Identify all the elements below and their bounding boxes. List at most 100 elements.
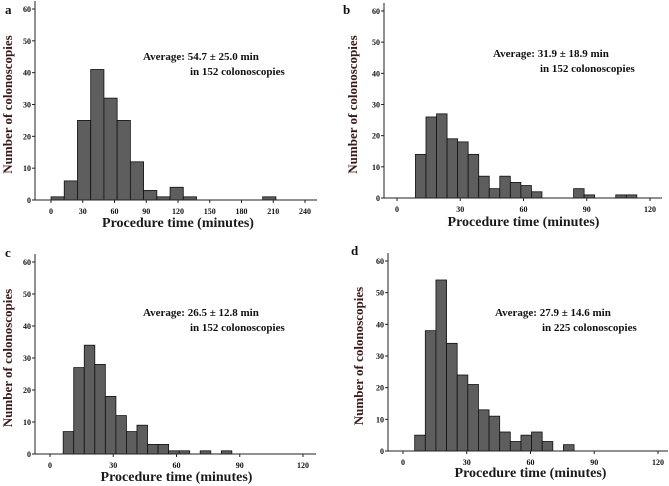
- histogram-bar: [94, 363, 106, 455]
- y-tick-label: 20: [376, 384, 384, 393]
- x-axis-label: Procedure time (minutes): [448, 215, 600, 230]
- x-axis-label: Procedure time (minutes): [102, 216, 254, 231]
- y-tick-label: 60: [23, 5, 31, 14]
- histogram-bar: [520, 434, 532, 452]
- histogram-bar: [83, 344, 96, 455]
- x-tick-label: 0: [395, 205, 399, 214]
- x-tick-label: 90: [236, 461, 244, 470]
- x-tick-label: 180: [236, 207, 248, 216]
- histogram-bar: [435, 279, 447, 452]
- y-tick-label: 0: [380, 447, 384, 456]
- x-tick-label: 150: [204, 207, 216, 216]
- x-tick-label: 90: [590, 458, 598, 467]
- histogram-bar: [143, 190, 158, 201]
- histogram-bar: [457, 141, 469, 199]
- y-tick-label: 30: [372, 101, 380, 110]
- average-annotation: Average: 54.7 ± 25.0 min: [143, 51, 259, 63]
- x-tick-label: 30: [463, 458, 471, 467]
- y-tick-label: 60: [376, 257, 384, 266]
- y-axis-label: Number of colonoscopies: [0, 35, 15, 173]
- x-tick-label: 30: [109, 461, 117, 470]
- histogram-bar: [531, 431, 543, 452]
- histogram-bar: [499, 175, 511, 199]
- y-tick-label: 50: [23, 290, 31, 299]
- x-axis-label: Procedure time (minutes): [455, 466, 607, 481]
- x-tick-label: 0: [48, 461, 52, 470]
- histogram-bar: [414, 434, 426, 452]
- histogram-bar: [90, 69, 105, 201]
- y-tick-label: 40: [23, 322, 31, 331]
- y-tick-label: 50: [376, 289, 384, 298]
- y-axis-label: Number of colonoscopies: [351, 287, 366, 425]
- histogram-bar: [509, 182, 522, 199]
- histogram-bar: [62, 431, 75, 455]
- x-tick-label: 60: [173, 461, 181, 470]
- histogram-bar: [77, 120, 92, 201]
- y-tick-label: 20: [23, 386, 31, 395]
- histogram-bar: [115, 415, 127, 455]
- histogram-bar: [499, 431, 511, 452]
- y-tick-label: 20: [372, 132, 380, 141]
- histogram-panel-a: 0 10 20 30 40 50 60 0 30 60 90 120 150 180 210 240 Proce…: [0, 1, 317, 231]
- histogram-bar: [467, 384, 479, 452]
- y-tick-label: 30: [23, 354, 31, 363]
- histogram-panel-c: 0 10 20 30 40 50 60 0 30 60 90 120 Procedure time (m…: [0, 245, 316, 485]
- y-tick-label: 10: [23, 164, 31, 173]
- y-tick-label: 40: [372, 69, 380, 78]
- histogram-bar: [63, 180, 78, 201]
- y-tick-label: 30: [376, 352, 384, 361]
- count-annotation: in 152 colonoscopies: [190, 66, 285, 78]
- y-tick-label: 50: [23, 37, 31, 46]
- histogram-bar: [169, 186, 184, 201]
- panel-label: d: [351, 243, 359, 258]
- histogram-bar: [488, 188, 501, 199]
- y-axis-label: Number of colonoscopies: [0, 289, 15, 427]
- y-tick-label: 10: [23, 418, 31, 427]
- x-tick-label: 240: [299, 207, 311, 216]
- histogram-bar: [509, 441, 522, 452]
- histogram-bar: [456, 374, 469, 452]
- histogram-bar: [541, 441, 554, 452]
- histogram-bar: [129, 161, 145, 201]
- histogram-bar: [520, 185, 532, 199]
- x-tick-label: 120: [172, 207, 184, 216]
- y-tick-label: 0: [376, 194, 380, 203]
- histogram-bar: [488, 415, 501, 452]
- x-tick-label: 120: [652, 458, 664, 467]
- panel-label: b: [343, 2, 350, 17]
- x-tick-label: 30: [456, 205, 464, 214]
- y-tick-label: 10: [376, 415, 384, 424]
- x-tick-label: 60: [527, 458, 535, 467]
- x-tick-label: 0: [49, 207, 53, 216]
- y-tick-label: 40: [376, 320, 384, 329]
- histogram-bar: [424, 330, 437, 452]
- histogram-bar: [446, 342, 458, 452]
- average-annotation: Average: 26.5 ± 12.8 min: [143, 307, 259, 319]
- x-tick-label: 120: [644, 205, 656, 214]
- x-tick-label: 60: [520, 205, 528, 214]
- histogram-bar: [104, 395, 117, 455]
- histogram-bar: [467, 153, 480, 199]
- histogram-bar: [436, 113, 448, 199]
- histogram-bar: [157, 443, 169, 455]
- panel-label: a: [5, 2, 12, 17]
- x-tick-label: 120: [297, 461, 309, 470]
- histogram-bar: [116, 120, 131, 201]
- histogram-bar: [573, 188, 585, 199]
- count-annotation: in 225 colonoscopies: [542, 322, 637, 334]
- y-tick-label: 20: [23, 132, 31, 141]
- histogram-bar: [478, 175, 490, 199]
- histogram-panel-d: 0 10 20 30 40 50 60 0 30 60 90 120 Procedure time (m…: [351, 243, 668, 481]
- histogram-bar: [147, 443, 159, 455]
- x-tick-label: 210: [267, 207, 279, 216]
- histogram-bar: [103, 97, 118, 201]
- histogram-bar: [446, 138, 459, 199]
- y-tick-label: 60: [23, 258, 31, 267]
- y-tick-label: 50: [372, 38, 380, 47]
- x-tick-label: 90: [142, 207, 150, 216]
- average-annotation: Average: 31.9 ± 18.9 min: [493, 48, 609, 60]
- histogram-bar: [126, 431, 138, 455]
- y-tick-label: 60: [372, 7, 380, 16]
- y-tick-label: 40: [23, 69, 31, 78]
